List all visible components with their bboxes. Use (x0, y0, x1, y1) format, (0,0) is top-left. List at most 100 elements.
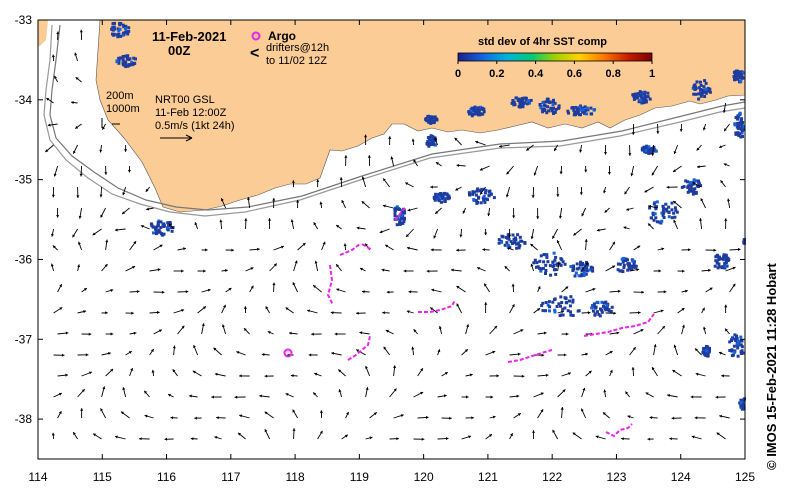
current-arrow (164, 437, 174, 441)
sst-cell (571, 300, 575, 304)
current-arrow (509, 352, 521, 356)
current-arrow (695, 372, 706, 377)
sst-cell (432, 115, 436, 119)
contour-1000m (49, 24, 746, 211)
current-arrow (579, 186, 583, 195)
sst-cell (698, 183, 702, 187)
sst-cell (559, 295, 563, 299)
current-arrow (361, 200, 370, 209)
current-arrow (671, 416, 682, 420)
sst-cell (697, 92, 701, 96)
sst-cell (703, 79, 707, 83)
sst-cell (693, 83, 697, 87)
sst-cell (542, 253, 546, 256)
sst-cell (159, 226, 163, 229)
sst-cell (704, 91, 708, 95)
sst-cell (567, 111, 570, 115)
sst-cell (121, 23, 125, 27)
current-arrow (125, 265, 136, 272)
current-arrow (506, 165, 514, 175)
sst-cell (650, 148, 654, 152)
sst-cell (474, 199, 478, 203)
colorbar (457, 52, 653, 62)
sst-cell (686, 180, 690, 184)
current-arrow (513, 329, 524, 335)
sst-cell (497, 241, 501, 245)
sst-cell (473, 112, 477, 116)
sst-cell (733, 77, 737, 81)
current-arrow (729, 283, 736, 293)
current-arrow (426, 269, 438, 273)
current-arrow (101, 386, 106, 398)
sst-cell (581, 106, 585, 110)
sst-cell (735, 122, 739, 126)
sst-cell (693, 179, 697, 183)
current-arrow (417, 415, 429, 419)
sst-cell (547, 109, 551, 113)
sst-cell (525, 102, 529, 106)
sst-cell (541, 266, 545, 270)
sst-cell (670, 201, 674, 205)
current-arrow (390, 156, 395, 167)
sst-cell (631, 259, 635, 263)
sst-cell (702, 85, 706, 89)
current-arrow (75, 76, 82, 83)
sst-cell (467, 191, 471, 195)
current-arrow (505, 186, 511, 198)
x-tick-label: 120 (414, 470, 434, 484)
sst-cell (736, 117, 740, 121)
x-tick-label: 118 (286, 470, 305, 484)
x-tick-label: 115 (93, 470, 112, 484)
sst-cell (560, 301, 564, 304)
sst-cell (548, 264, 552, 268)
sst-cell (539, 254, 543, 258)
sst-cell (694, 191, 698, 195)
sst-cell (440, 195, 444, 199)
y-tick-label: -34 (15, 93, 33, 107)
sst-cell (705, 349, 709, 353)
sst-cell (592, 302, 596, 306)
current-arrow (389, 388, 397, 398)
sst-cell (479, 105, 482, 109)
sst-cell (585, 112, 589, 116)
sst-cell (497, 238, 501, 242)
current-arrow (386, 290, 394, 294)
sst-cell (505, 241, 509, 245)
current-arrow (197, 306, 207, 314)
sst-cell (722, 253, 726, 257)
current-arrow (603, 186, 607, 194)
sst-cell (503, 243, 507, 247)
sst-cell (628, 263, 631, 267)
sst-cell (581, 266, 585, 270)
current-arrow (657, 290, 667, 294)
sst-cell (740, 117, 744, 121)
sst-cell (156, 221, 160, 224)
current-arrow (285, 393, 294, 398)
sst-cell (132, 56, 136, 60)
sst-cell (118, 27, 122, 31)
y-tick-label: -38 (15, 412, 33, 426)
current-arrow (411, 346, 415, 356)
current-arrow (656, 123, 660, 134)
sst-cell (117, 59, 121, 63)
current-arrow (629, 311, 641, 315)
sst-cell (634, 96, 638, 100)
current-arrow (604, 207, 610, 213)
sst-cell (603, 301, 607, 305)
current-arrow (292, 282, 299, 293)
current-arrow (382, 204, 394, 209)
sst-cell (741, 351, 745, 355)
current-arrow (605, 265, 616, 272)
current-arrow (673, 344, 679, 356)
sst-cell (467, 110, 471, 114)
sst-cell (111, 28, 115, 32)
current-arrow (696, 144, 702, 151)
sst-cell (559, 313, 563, 317)
sst-cell (544, 263, 548, 267)
sst-cell (593, 313, 597, 317)
current-arrow (331, 351, 342, 356)
current-arrow (605, 311, 617, 315)
current-arrow (724, 328, 730, 335)
current-arrow (624, 186, 630, 195)
sst-cell (534, 265, 538, 269)
